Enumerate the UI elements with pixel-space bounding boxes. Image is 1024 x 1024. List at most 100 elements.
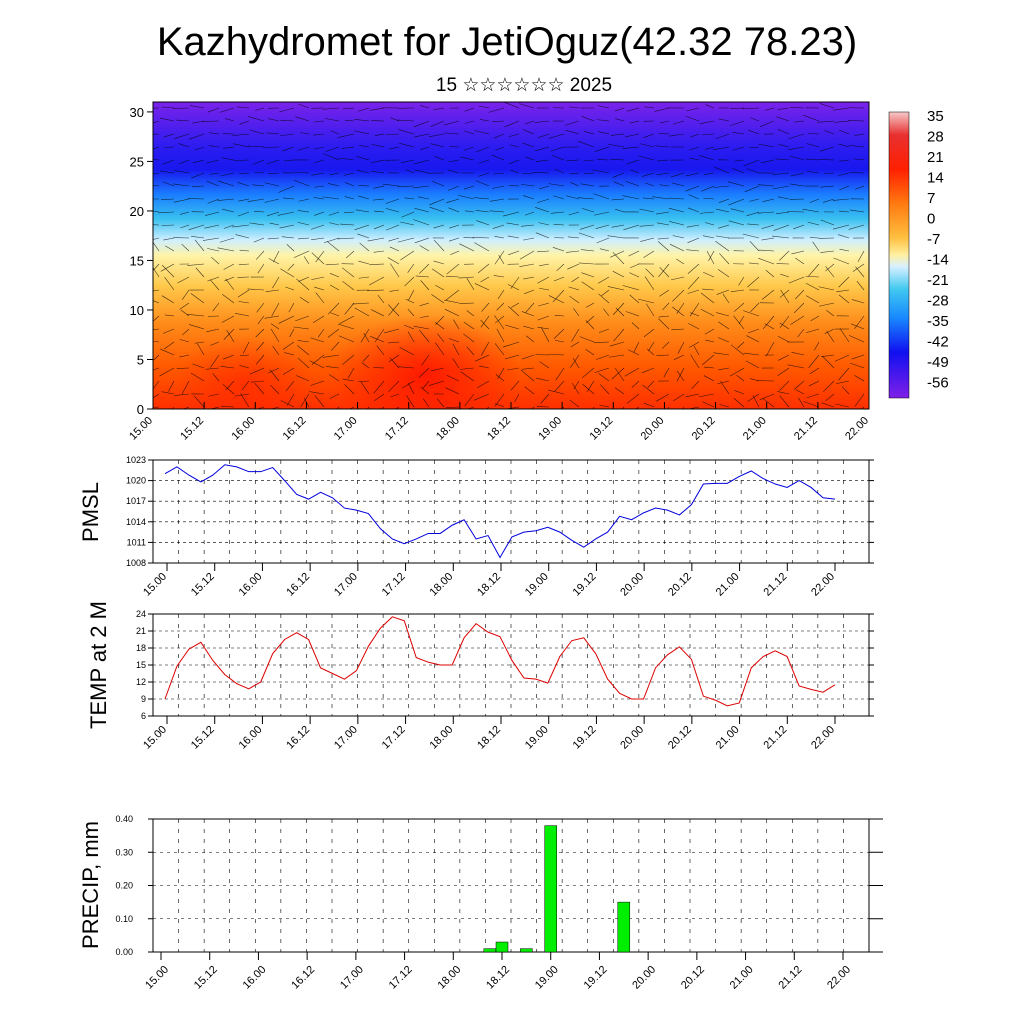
pmsl-x-tick-label: 15.12 bbox=[189, 571, 217, 599]
colorbar-label: -28 bbox=[927, 293, 949, 310]
colorbar-label: -14 bbox=[927, 252, 949, 269]
temp-x-tick-label: 17.12 bbox=[380, 724, 408, 752]
heatmap-x-tick-label: 19.12 bbox=[587, 415, 615, 443]
pmsl-y-tick-label: 1023 bbox=[126, 455, 146, 465]
temp-y-tick-label: 6 bbox=[141, 711, 146, 721]
temp-x-tick-label: 20.12 bbox=[666, 724, 694, 752]
precip-y-tick-label: 0.30 bbox=[115, 847, 133, 857]
heatmap-x-tick-label: 20.00 bbox=[639, 415, 667, 443]
precip-bar bbox=[544, 825, 557, 953]
pmsl-panel: 1008 1011 1014 1017 1020 1023 15.00 15.12 16.00… bbox=[78, 455, 874, 599]
pmsl-x-tick-label: 21.00 bbox=[714, 571, 742, 599]
temp-x-tick-label: 17.00 bbox=[332, 724, 360, 752]
colorbar-label: 14 bbox=[927, 170, 944, 187]
pmsl-x-tick-label: 19.12 bbox=[571, 571, 599, 599]
temp-x-tick-label: 16.00 bbox=[237, 724, 265, 752]
colorbar: 35 28 21 14 7 0 -7 -14 -21 -28 -35 -42 -49 -56 bbox=[888, 108, 949, 399]
heatmap-x-tick-label: 16.12 bbox=[281, 415, 309, 443]
precip-y-tick-label: 0.40 bbox=[115, 814, 133, 824]
pmsl-y-tick-label: 1014 bbox=[126, 517, 146, 527]
pmsl-x-tick-label: 17.12 bbox=[380, 571, 408, 599]
heatmap-x-tick-label: 15.12 bbox=[178, 415, 206, 443]
colorbar-label: 28 bbox=[927, 129, 944, 146]
heatmap-y-tick-label: 20 bbox=[130, 204, 144, 219]
cross-section-panel: 0 5 10 15 20 25 30 15.00 15.12 16.00 16.12 17.00 17… bbox=[127, 101, 871, 443]
heatmap-y-tick-label: 25 bbox=[130, 154, 144, 169]
pmsl-axis-label: PMSL bbox=[78, 482, 103, 542]
precip-x-tick-label: 21.12 bbox=[776, 964, 804, 992]
temp-x-tick-label: 21.12 bbox=[761, 724, 789, 752]
precip-axis-label: PRECIP, mm bbox=[78, 821, 103, 949]
temp-x-tick-label: 20.00 bbox=[618, 724, 646, 752]
pmsl-x-tick-label: 19.00 bbox=[523, 571, 551, 599]
colorbar-label: -35 bbox=[927, 313, 949, 330]
figure-subtitle: 15 ☆☆☆☆☆☆ 2025 bbox=[436, 75, 612, 96]
temp-x-tick-label: 19.12 bbox=[571, 724, 599, 752]
precip-x-tick-label: 16.12 bbox=[289, 964, 317, 992]
colorbar-label: -56 bbox=[927, 375, 949, 392]
precip-x-tick-label: 17.12 bbox=[387, 964, 415, 992]
heatmap-x-tick-label: 17.12 bbox=[383, 415, 411, 443]
temp-y-tick-label: 18 bbox=[136, 643, 146, 653]
pmsl-x-tick-label: 22.00 bbox=[809, 571, 837, 599]
precip-bar bbox=[483, 948, 497, 953]
temp-x-tick-label: 18.00 bbox=[427, 724, 455, 752]
precip-x-tick-label: 19.00 bbox=[533, 964, 561, 992]
heatmap-x-tick-label: 21.00 bbox=[741, 415, 769, 443]
pmsl-x-tick-label: 20.00 bbox=[618, 571, 646, 599]
pmsl-x-tick-label: 16.00 bbox=[237, 571, 265, 599]
heatmap-y-axis: 0 5 10 15 20 25 30 bbox=[130, 105, 153, 417]
pmsl-x-tick-label: 16.12 bbox=[284, 571, 312, 599]
pmsl-x-tick-label: 18.12 bbox=[475, 571, 503, 599]
heatmap-y-tick-label: 15 bbox=[130, 253, 144, 268]
heatmap-x-tick-label: 18.12 bbox=[485, 415, 513, 443]
pmsl-x-tick-label: 21.12 bbox=[761, 571, 789, 599]
precip-bar bbox=[617, 901, 631, 953]
precip-y-tick-label: 0.00 bbox=[115, 947, 133, 957]
temp-x-tick-label: 21.00 bbox=[714, 724, 742, 752]
precip-y-tick-label: 0.10 bbox=[115, 914, 133, 924]
precip-x-tick-label: 15.00 bbox=[143, 964, 171, 992]
precip-panel: 0.00 0.10 0.20 0.30 0.40 15.00 15.12 16.00 16.1… bbox=[78, 814, 883, 992]
precip-x-tick-label: 17.00 bbox=[338, 964, 366, 992]
temp-y-tick-label: 21 bbox=[136, 626, 146, 636]
heatmap-x-tick-label: 17.00 bbox=[332, 415, 360, 443]
precip-y-tick-label: 0.20 bbox=[115, 881, 133, 891]
temp-series-line bbox=[164, 616, 836, 707]
heatmap-x-tick-label: 22.00 bbox=[843, 415, 871, 443]
pmsl-y-tick-label: 1020 bbox=[126, 476, 146, 486]
heatmap-y-tick-label: 0 bbox=[137, 402, 144, 417]
heatmap-y-tick-label: 10 bbox=[130, 303, 144, 318]
pmsl-x-tick-label: 20.12 bbox=[666, 571, 694, 599]
colorbar-label: -21 bbox=[927, 272, 949, 289]
precip-x-tick-label: 18.00 bbox=[435, 964, 463, 992]
temp-y-tick-label: 15 bbox=[136, 660, 146, 670]
pmsl-series-line bbox=[164, 464, 836, 559]
heatmap-x-tick-label: 19.00 bbox=[536, 415, 564, 443]
heatmap-x-tick-label: 21.12 bbox=[792, 415, 820, 443]
temp-axis-label: TEMP at 2 M bbox=[86, 601, 111, 729]
precip-bar bbox=[520, 948, 533, 953]
precip-x-tick-label: 18.12 bbox=[484, 964, 512, 992]
colorbar-label: -42 bbox=[927, 334, 949, 351]
pmsl-y-tick-label: 1011 bbox=[127, 537, 146, 547]
precip-x-tick-label: 15.12 bbox=[192, 964, 220, 992]
heatmap-x-tick-label: 15.00 bbox=[127, 415, 155, 443]
heatmap-y-tick-label: 5 bbox=[137, 352, 144, 367]
precip-x-tick-label: 16.00 bbox=[241, 964, 269, 992]
pmsl-x-tick-label: 15.00 bbox=[141, 571, 169, 599]
precip-bar bbox=[495, 941, 509, 953]
temp-x-tick-label: 22.00 bbox=[809, 724, 837, 752]
precip-x-tick-label: 20.12 bbox=[679, 964, 707, 992]
temp-x-tick-label: 16.12 bbox=[284, 724, 312, 752]
pmsl-y-tick-label: 1008 bbox=[126, 558, 146, 568]
heatmap-x-tick-label: 20.12 bbox=[690, 415, 718, 443]
precip-x-tick-label: 22.00 bbox=[825, 964, 853, 992]
colorbar-label: -7 bbox=[927, 231, 940, 248]
colorbar-label: 0 bbox=[927, 211, 935, 228]
pmsl-x-tick-label: 18.00 bbox=[427, 571, 455, 599]
temp-y-tick-label: 12 bbox=[136, 677, 146, 687]
temp-y-tick-label: 24 bbox=[136, 609, 146, 619]
temp-x-tick-label: 19.00 bbox=[523, 724, 551, 752]
